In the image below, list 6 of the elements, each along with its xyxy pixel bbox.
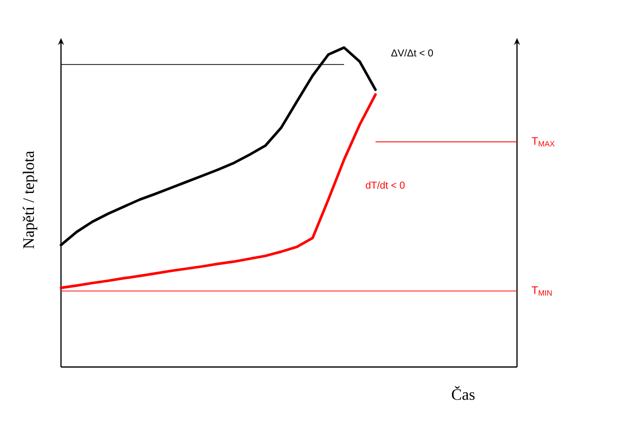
annotation: dT/dt < 0	[366, 181, 405, 189]
annotation: ΔV/Δt < 0	[391, 49, 433, 56]
ref-line-label: T$_{MIN}$	[532, 286, 552, 296]
ref-line-label: T$_{MAX}$	[532, 137, 555, 146]
x-axis-title: Čas	[452, 386, 475, 400]
y-axis-title: Napětí / teplota	[22, 150, 38, 249]
